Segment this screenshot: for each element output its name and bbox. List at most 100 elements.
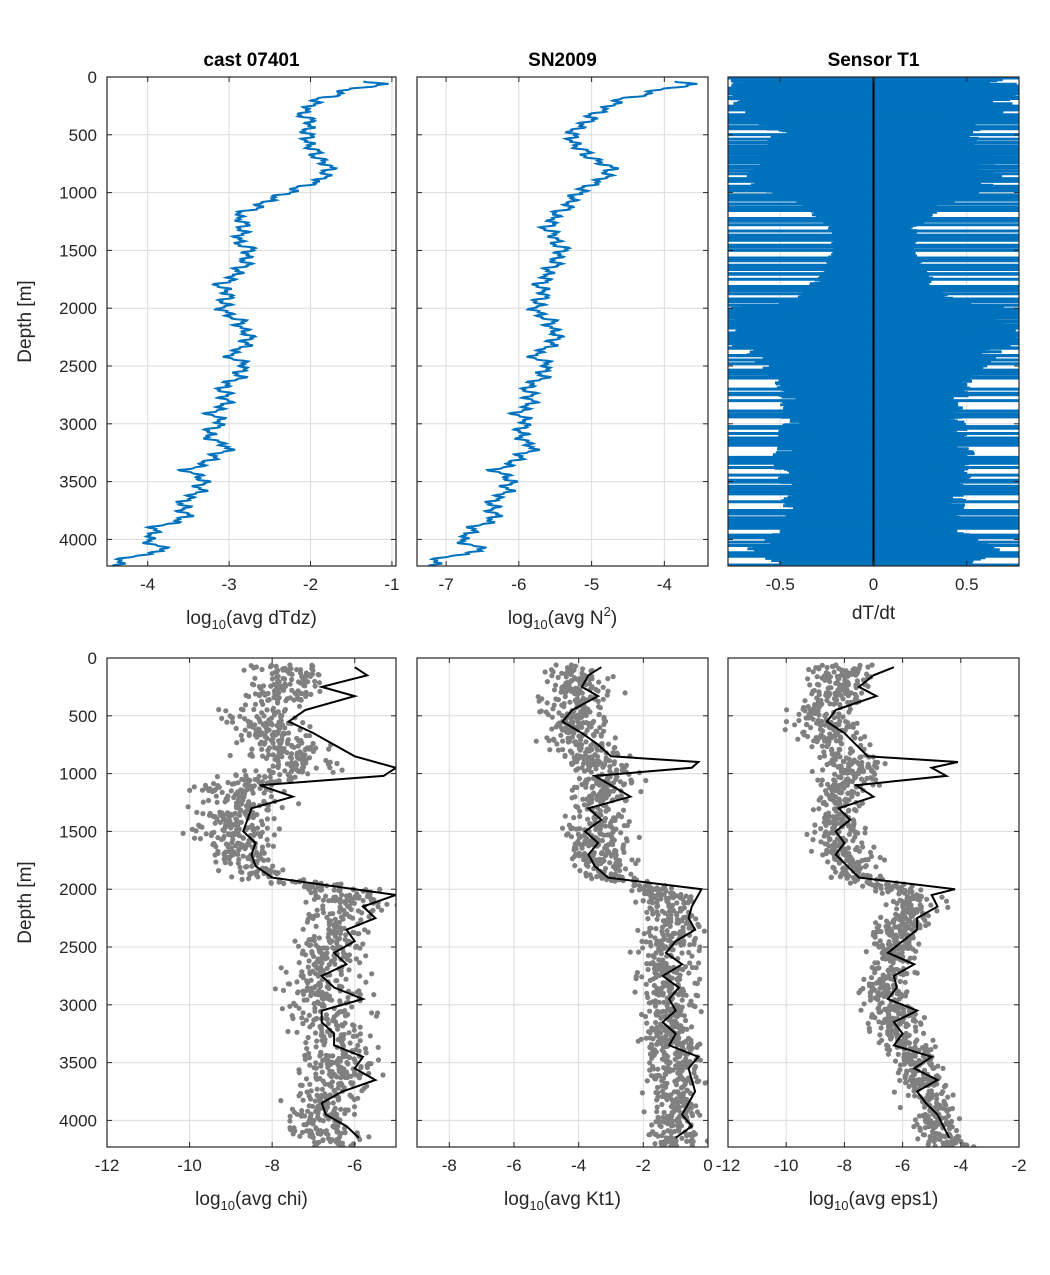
scatter-point <box>653 974 659 980</box>
scatter-point <box>823 788 829 794</box>
scatter-point <box>319 1003 326 1009</box>
scatter-point <box>340 1036 346 1042</box>
scatter-point <box>233 800 240 806</box>
scatter-point <box>934 1092 940 1098</box>
x-tick-label: -4 <box>657 575 672 594</box>
scatter-point <box>367 1033 373 1039</box>
scatter-point <box>852 829 858 835</box>
scatter-point <box>283 969 289 975</box>
scatter-point <box>296 801 302 807</box>
scatter-point <box>304 978 310 984</box>
scatter-point <box>208 812 214 818</box>
scatter-point <box>850 759 856 765</box>
scatter-point <box>873 864 879 870</box>
scatter-point <box>219 715 225 722</box>
scatter-point <box>818 795 824 801</box>
scatter-point <box>871 941 878 947</box>
scatter-point <box>650 911 656 917</box>
scatter-point <box>837 747 843 753</box>
scatter-point <box>546 738 552 744</box>
scatter-point <box>677 931 683 937</box>
scatter-point <box>689 1134 695 1140</box>
scatter-point <box>265 747 271 754</box>
scatter-point <box>928 1091 934 1097</box>
scatter-point <box>191 784 197 790</box>
scatter-point <box>887 1047 893 1053</box>
scatter-point <box>269 732 275 738</box>
scatter-point <box>334 1058 341 1064</box>
scatter-point <box>921 1067 928 1073</box>
scatter-point <box>555 747 562 753</box>
scatter-point <box>841 681 847 688</box>
scatter-point <box>315 894 321 901</box>
scatter-point <box>812 829 818 835</box>
scatter-point <box>346 967 352 973</box>
scatter-point <box>581 710 587 716</box>
scatter-point <box>579 845 585 851</box>
scatter-point <box>200 799 206 805</box>
scatter-point <box>239 793 246 799</box>
scatter-point <box>272 869 278 875</box>
scatter-point <box>659 924 666 930</box>
scatter-point <box>643 939 649 945</box>
scatter-point <box>905 1033 911 1039</box>
scatter-point <box>549 726 555 732</box>
scatter-point <box>824 664 830 671</box>
scatter-point <box>922 1118 929 1124</box>
scatter-point <box>910 913 916 919</box>
scatter-point <box>221 851 227 857</box>
scatter-point <box>829 751 835 757</box>
scatter-point <box>567 665 574 672</box>
scatter-point <box>694 1044 700 1050</box>
scatter-point <box>815 777 821 783</box>
scatter-point <box>838 672 844 678</box>
scatter-point <box>571 759 577 765</box>
scatter-point <box>885 1024 892 1030</box>
scatter-point <box>859 690 865 696</box>
scatter-point <box>617 779 624 785</box>
scatter-point <box>235 851 241 858</box>
scatter-point <box>610 750 616 756</box>
scatter-point <box>679 918 685 924</box>
scatter-point <box>244 864 250 870</box>
scatter-point <box>684 1138 690 1144</box>
scatter-point <box>836 690 842 696</box>
scatter-point <box>629 857 635 863</box>
scatter-point <box>607 788 613 794</box>
scatter-point <box>664 1113 671 1120</box>
scatter-point <box>921 1015 928 1021</box>
scatter-point <box>661 1065 667 1071</box>
scatter-point <box>614 750 620 756</box>
scatter-point <box>647 961 653 967</box>
scatter-point <box>916 941 922 947</box>
scatter-point <box>945 904 951 911</box>
scatter-point <box>577 678 583 684</box>
scatter-point <box>834 820 840 827</box>
plot-area <box>180 662 396 1147</box>
scatter-point <box>229 850 235 857</box>
scatter-point <box>375 1057 382 1063</box>
scatter-point <box>249 681 256 687</box>
scatter-point <box>693 1103 699 1109</box>
scatter-point <box>848 827 854 833</box>
scatter-point <box>305 1034 311 1041</box>
scatter-point <box>800 706 806 712</box>
scatter-point <box>629 888 635 894</box>
scatter-point <box>338 1075 344 1081</box>
scatter-point <box>584 727 590 733</box>
scatter-point <box>653 950 659 956</box>
scatter-point <box>234 740 240 746</box>
scatter-point <box>849 793 855 800</box>
scatter-point <box>261 850 267 856</box>
scatter-point <box>340 1023 346 1029</box>
scatter-point <box>582 838 589 844</box>
scatter-point <box>906 903 912 909</box>
scatter-point <box>927 1137 933 1143</box>
scatter-point <box>317 688 323 695</box>
scatter-point <box>249 746 255 752</box>
scatter-point <box>252 701 259 707</box>
scatter-point <box>577 722 583 728</box>
scatter-point <box>357 1024 363 1030</box>
scatter-point <box>288 666 294 672</box>
scatter-point <box>265 807 271 813</box>
